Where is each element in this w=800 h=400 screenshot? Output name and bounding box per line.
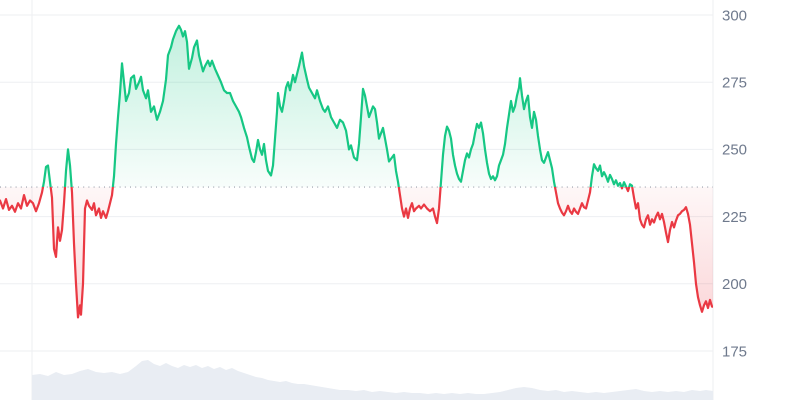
y-axis-label: 300 bbox=[722, 7, 747, 24]
y-axis-label: 250 bbox=[722, 142, 747, 159]
price-area-negative bbox=[0, 187, 713, 318]
y-axis-label: 175 bbox=[722, 343, 747, 360]
price-line-positive bbox=[41, 24, 634, 188]
price-area-positive bbox=[43, 25, 633, 188]
y-axis-label: 275 bbox=[722, 74, 747, 91]
y-axis-label: 225 bbox=[722, 209, 747, 226]
volume-area bbox=[32, 360, 713, 400]
y-axis-label: 200 bbox=[722, 276, 747, 293]
